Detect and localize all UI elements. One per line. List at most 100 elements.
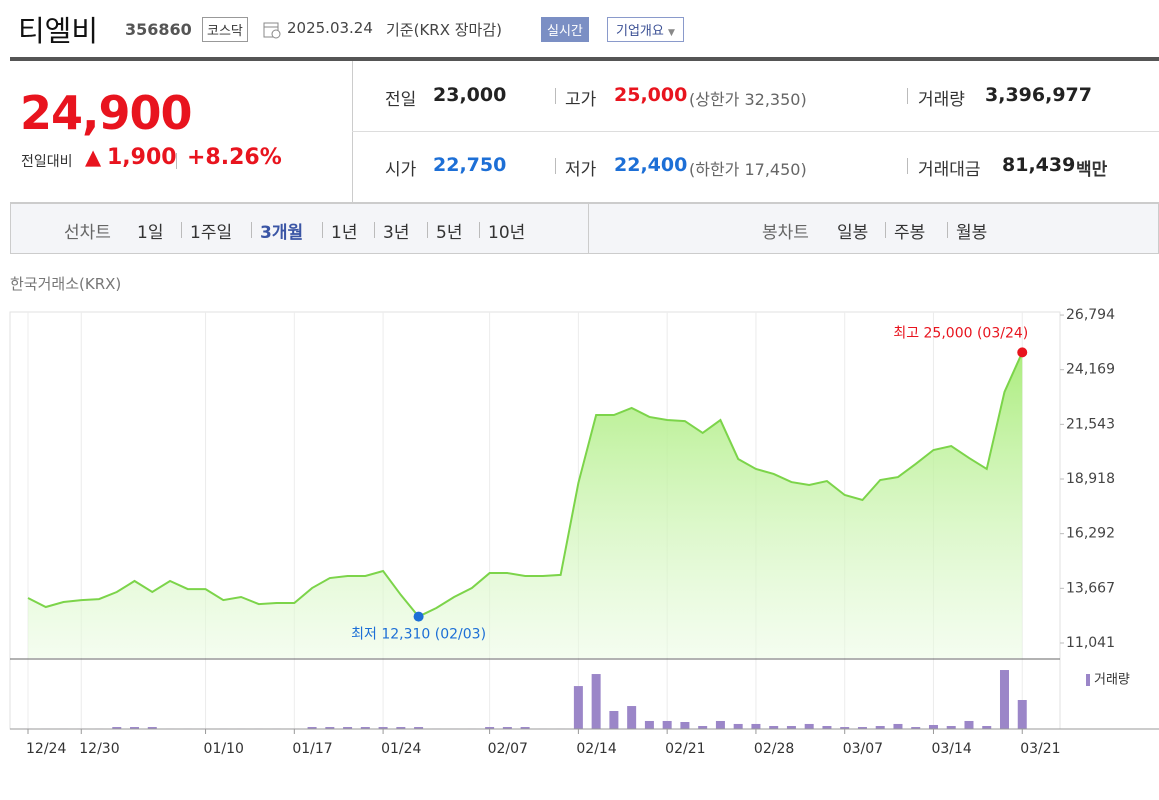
separator [555, 88, 556, 104]
y-tick-label: 13,667 [1066, 580, 1115, 596]
field-unit: 백만 [1076, 160, 1108, 180]
realtime-button[interactable]: 실시간 [541, 17, 589, 42]
separator [181, 222, 182, 238]
x-tick-label: 03/21 [1020, 741, 1060, 757]
up-arrow: ▲ [85, 145, 102, 169]
limit: (상한가 32,350) [689, 90, 807, 109]
x-tick-label: 12/30 [79, 741, 119, 757]
separator [947, 222, 948, 238]
volume-bar [875, 726, 885, 729]
volume-bar [680, 722, 690, 729]
x-tick-label: 01/24 [381, 741, 421, 757]
volume-bar [573, 686, 583, 729]
tab-group-label: 봉차트 [762, 223, 809, 243]
top-rule [10, 57, 1159, 61]
volume-bar [751, 723, 761, 729]
tab[interactable]: 10년 [488, 223, 526, 243]
x-tick-label: 01/10 [204, 741, 244, 757]
volume-bar [822, 726, 832, 729]
x-tick-label: 02/07 [488, 741, 528, 757]
volume-bar [414, 727, 424, 729]
field-value: 23,000 [433, 84, 507, 106]
company-info-label[interactable]: 기업개요 [616, 24, 664, 39]
tab[interactable]: 1주일 [190, 223, 233, 243]
volume-bar [964, 720, 974, 729]
date: 2025.03.24 [287, 19, 373, 37]
field-value: 25,000 [614, 84, 688, 106]
chart: 12/24 12/30 01/10 01/17 01/24 02/07 02/14 02/21… [9, 307, 1159, 757]
x-tick-label: 02/14 [576, 741, 616, 757]
separator [176, 153, 177, 169]
market-badge: 코스닥 [202, 17, 248, 42]
max-point [1017, 347, 1028, 358]
change-rate: +8.26% [187, 145, 282, 170]
calendar-icon [263, 22, 281, 39]
volume-bar [786, 726, 796, 729]
tab[interactable]: 1년 [331, 223, 358, 243]
y-tick-label: 21,543 [1066, 416, 1115, 432]
change-label: 전일대비 [21, 154, 73, 170]
tab[interactable]: 1일 [137, 223, 164, 243]
y-tick-label: 16,292 [1066, 526, 1115, 542]
period-tabs [10, 203, 1159, 254]
volume-bar [769, 726, 779, 729]
field-label: 전일 [385, 90, 417, 110]
volume-bar [928, 724, 938, 729]
current-price: 24,900 [20, 86, 193, 140]
volume-bar [609, 710, 619, 729]
max-annotation: 최고 25,000 (03/24) [893, 325, 1028, 341]
volume-bar [999, 670, 1009, 729]
company-info-button[interactable]: 기업개요 ▼ [607, 17, 684, 42]
change-value: 1,900 [107, 145, 177, 170]
area-fill [28, 352, 1023, 658]
tab[interactable]: 3년 [383, 223, 410, 243]
volume-bar [911, 727, 921, 729]
volume-bar [644, 720, 654, 729]
volume-bar [627, 706, 637, 729]
volume-bar [325, 727, 335, 729]
tab-group-label: 선차트 [64, 223, 111, 243]
volume-bar [982, 726, 992, 729]
volume-bar [1017, 700, 1027, 729]
volume-bar [343, 727, 353, 729]
price-line [27, 351, 1024, 618]
field-label: 시가 [385, 160, 417, 180]
volume-bar [591, 674, 601, 729]
stock-code: 356860 [125, 20, 192, 39]
separator [555, 158, 556, 174]
tab[interactable]: 일봉 [837, 223, 869, 243]
volume-bar [520, 727, 530, 729]
x-tick-label: 02/28 [754, 741, 794, 757]
min-point [413, 611, 424, 622]
volume-bar [130, 727, 140, 729]
volume-bar [502, 727, 512, 729]
separator [907, 158, 908, 174]
quote-rows [352, 61, 1159, 203]
legend-label: 거래량 [1094, 673, 1130, 688]
volume-bar [857, 727, 867, 729]
tab[interactable]: 월봉 [956, 223, 988, 243]
separator [907, 88, 908, 104]
volume-bar [840, 727, 850, 729]
separator [479, 222, 480, 238]
y-tick-label: 11,041 [1066, 635, 1115, 651]
separator [322, 222, 323, 238]
field-label: 저가 [565, 160, 597, 180]
volume-bar [715, 720, 725, 729]
tab[interactable]: 5년 [436, 223, 463, 243]
x-tick-label: 12/24 [26, 741, 66, 757]
y-tick-label: 18,918 [1066, 471, 1115, 487]
tab[interactable]: 주봉 [894, 223, 926, 243]
volume-bar [733, 723, 743, 729]
y-tick-label: 26,794 [1066, 307, 1115, 323]
x-tick-label: 03/14 [931, 741, 971, 757]
tab[interactable]: 3개월 [260, 223, 304, 243]
volume-bar [662, 720, 672, 729]
x-tick-label: 01/17 [292, 741, 332, 757]
limit: (하한가 17,450) [689, 160, 807, 179]
x-tick-label: 02/21 [665, 741, 705, 757]
min-annotation: 최저 12,310 (02/03) [351, 627, 486, 643]
field-label: 고가 [565, 90, 597, 110]
volume-bar [378, 727, 388, 729]
volume-bar [147, 727, 157, 729]
